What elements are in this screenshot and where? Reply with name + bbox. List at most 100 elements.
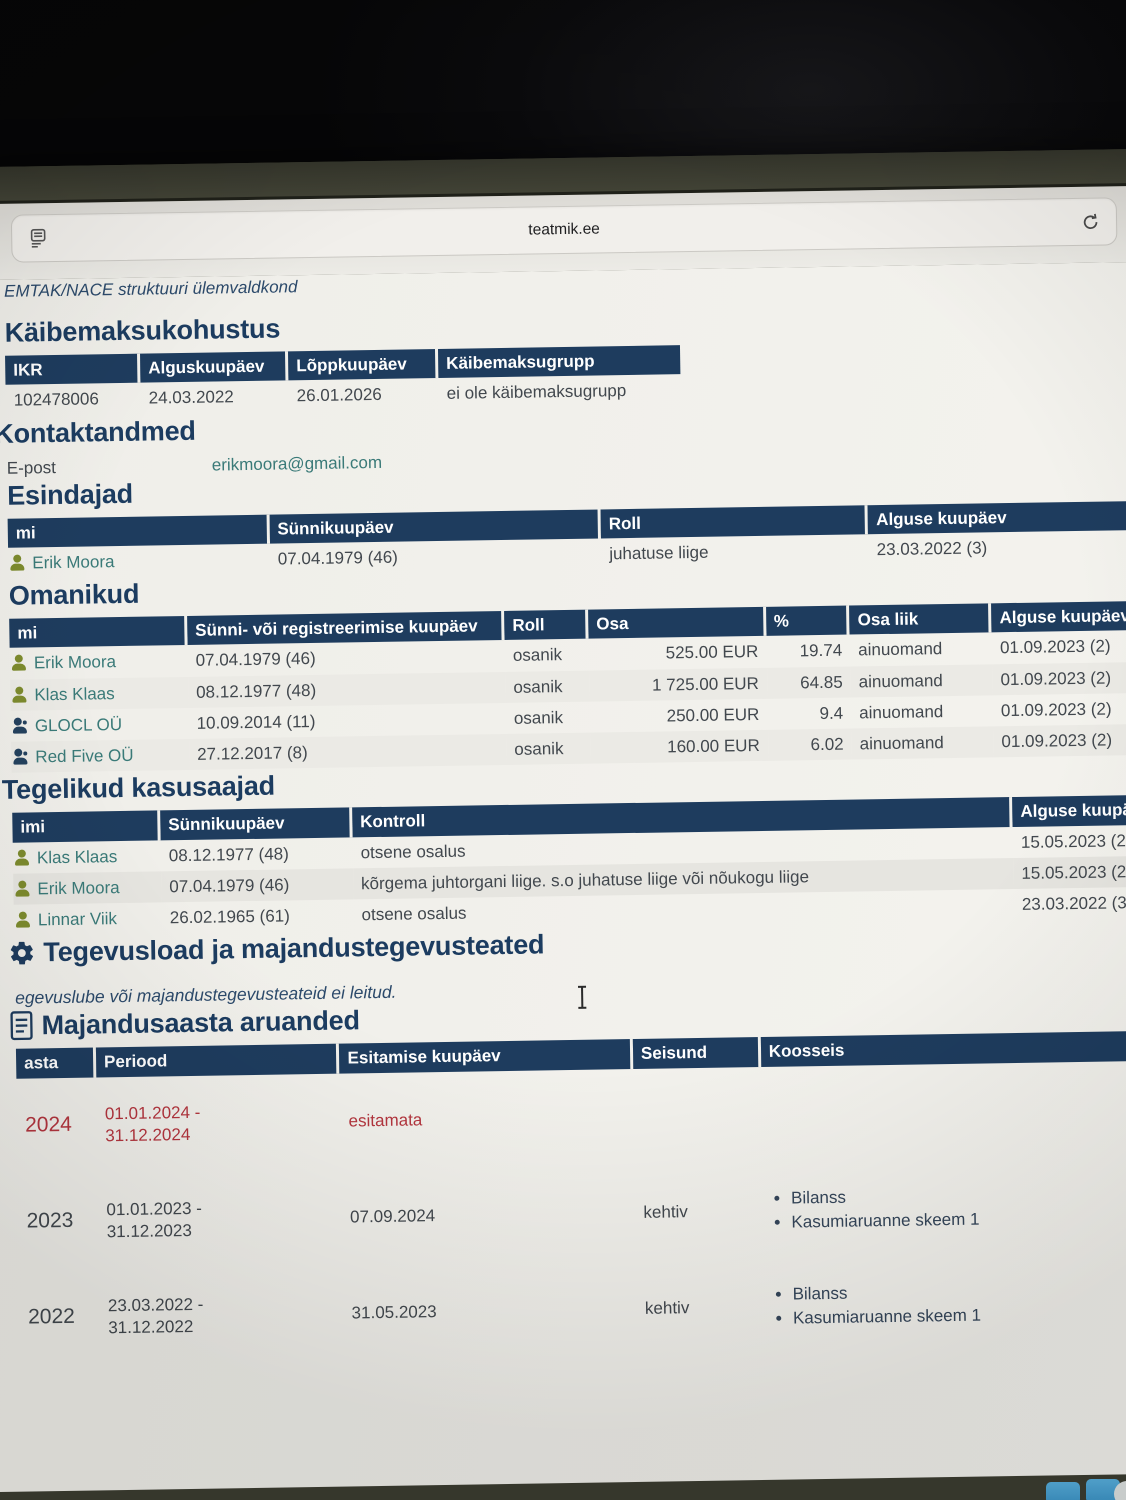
table-cell: 08.12.1977 (48) <box>187 671 506 708</box>
reader-view-button[interactable] <box>12 226 64 251</box>
table-cell[interactable]: Erik Moora <box>8 543 270 578</box>
owners-table: mi Sünni- või registreerimise kuupäev Roll… <box>9 600 1126 773</box>
cell-value: 23.03.2022 (3 <box>1021 893 1126 914</box>
cell-value: otsene osalus <box>361 903 467 925</box>
table-cell: 01.09.2023 (2) <box>992 661 1126 696</box>
cell-value: 19.74 <box>799 640 843 661</box>
table-cell: kehtiv <box>636 1258 765 1356</box>
table-cell: 15.05.2023 (2 <box>1013 855 1126 890</box>
cell-value: 15.05.2023 (2 <box>1020 830 1126 852</box>
list-item: Kasumiaruanne skeem 1 <box>793 1301 1126 1328</box>
table-cell: 01.09.2023 (2) <box>993 723 1126 758</box>
person-icon <box>10 554 24 570</box>
table-cell: 08.12.1977 (48) <box>161 837 353 871</box>
cell-value: ainuomand <box>859 733 944 754</box>
table-cell: 01.09.2023 (2) <box>992 630 1126 664</box>
cell-value: 2022 <box>27 1305 76 1329</box>
table-cell[interactable]: Linnar Viik <box>14 902 162 936</box>
entity-link[interactable]: Erik Moora <box>32 551 115 573</box>
table-cell: ainuomand <box>851 695 993 728</box>
table-cell: 23.03.2022 (3 <box>1014 887 1126 921</box>
list-item: Bilanss <box>791 1182 1126 1209</box>
table-cell: ainuomand <box>851 726 994 760</box>
table-cell: 27.12.2017 (8) <box>188 733 507 771</box>
table-cell: 10.09.2014 (11) <box>188 703 506 739</box>
cell-value: 10.09.2014 (11) <box>196 711 316 733</box>
table-cell: osanik <box>505 639 589 672</box>
table-cell[interactable]: GLOCL OÜ <box>11 708 189 742</box>
table-cell: 01.09.2023 (2) <box>993 692 1126 726</box>
table-cell: BilanssKasumiaruanne skeem 1 <box>763 1156 1126 1258</box>
entity-link[interactable]: Erik Moora <box>37 877 120 899</box>
column-header: Alguse kuupäev <box>867 500 1126 534</box>
table-cell <box>633 1067 762 1165</box>
address-bar[interactable]: teatmik.ee <box>10 197 1118 263</box>
reader-icon <box>30 228 46 248</box>
table-cell: 31.05.2023 <box>343 1260 638 1361</box>
table-cell[interactable]: Klas Klaas <box>10 676 189 711</box>
table-cell: 250.00 EUR <box>590 699 768 733</box>
table-cell: 6.02 <box>767 728 852 762</box>
cell-value: 160.00 EUR <box>667 735 760 757</box>
column-header: Alguskuupäev <box>140 351 289 383</box>
cell-value: 525.00 EUR <box>665 642 759 663</box>
table-cell[interactable]: Klas Klaas <box>13 840 161 874</box>
table-cell[interactable]: Erik Moora <box>13 871 162 905</box>
cell-value: kehtiv <box>644 1298 690 1318</box>
cell-value: 64.85 <box>799 672 843 692</box>
section-heading-reports: Majandusaasta aruanded <box>10 991 1126 1043</box>
cell-value: 31.05.2023 <box>351 1302 437 1323</box>
document-icon <box>10 1011 33 1041</box>
table-cell: juhatuse liige <box>601 534 869 569</box>
table-cell: 01.01.2023 - 31.12.2023 <box>98 1169 343 1269</box>
column-header: IKR <box>5 353 141 386</box>
cell-value: osanik <box>513 707 564 728</box>
column-header: Osa <box>588 606 767 639</box>
entity-link[interactable]: GLOCL OÜ <box>34 714 123 736</box>
cell-value: 08.12.1977 (48) <box>168 843 289 865</box>
entity-link[interactable]: Red Five OÜ <box>35 745 134 767</box>
column-header: imi <box>12 810 161 843</box>
table-cell: 2023 <box>18 1173 99 1270</box>
cell-value: 01.09.2023 (2) <box>1001 730 1113 752</box>
table-cell[interactable]: Red Five OÜ <box>11 738 190 773</box>
cell-value: 1 725.00 EUR <box>651 673 759 695</box>
cell-value: 24.03.2022 <box>148 387 234 408</box>
entity-link[interactable]: Klas Klaas <box>34 683 115 704</box>
keyboard-key <box>1114 1481 1126 1500</box>
table-cell: ainuomand <box>850 633 992 666</box>
cell-value: 26.01.2026 <box>296 385 382 406</box>
cell-value: osanik <box>513 676 563 697</box>
cell-value: 07.09.2024 <box>349 1206 436 1227</box>
cell-value: 23.03.2022 - 31.12.2022 <box>107 1295 204 1337</box>
person-icon <box>15 880 29 896</box>
keyboard-key <box>1086 1479 1120 1500</box>
table-cell: kehtiv <box>635 1162 764 1260</box>
entity-link[interactable]: Erik Moora <box>33 652 117 673</box>
email-label: E-post <box>6 457 57 478</box>
table-cell: BilanssKasumiaruanne skeem 1 <box>764 1252 1126 1354</box>
table-cell[interactable]: Erik Moora <box>10 645 188 679</box>
entity-link[interactable]: Linnar Viik <box>37 909 118 930</box>
column-header: asta <box>15 1047 97 1079</box>
table-cell: 23.03.2022 (3) <box>868 529 1126 565</box>
table-cell: 07.04.1979 (46) <box>270 538 602 574</box>
email-value[interactable]: erikmoora@gmail.com <box>211 452 383 475</box>
table-cell: 2024 <box>16 1077 97 1174</box>
reload-button[interactable] <box>1064 211 1116 233</box>
column-header: Alguse kuupä <box>1012 794 1126 827</box>
table-cell: 19.74 <box>766 635 850 668</box>
column-header: Seisund <box>632 1037 762 1069</box>
column-header: Sünnikuupäev <box>160 807 353 840</box>
cell-value: 15.05.2023 (2 <box>1021 861 1126 883</box>
cell-value: 01.09.2023 (2) <box>999 636 1111 658</box>
table-cell: 2022 <box>19 1269 100 1366</box>
cell-value: 6.02 <box>810 734 844 755</box>
column-header: % <box>765 605 850 637</box>
table-row: 2023 01.01.2023 - 31.12.2023 07.09.2024 keh… <box>18 1156 1126 1270</box>
table-cell: 07.04.1979 (46) <box>187 640 505 676</box>
column-header: Roll <box>600 504 869 539</box>
cell-value: 27.12.2017 (8) <box>196 743 308 764</box>
entity-link[interactable]: Klas Klaas <box>36 846 118 867</box>
